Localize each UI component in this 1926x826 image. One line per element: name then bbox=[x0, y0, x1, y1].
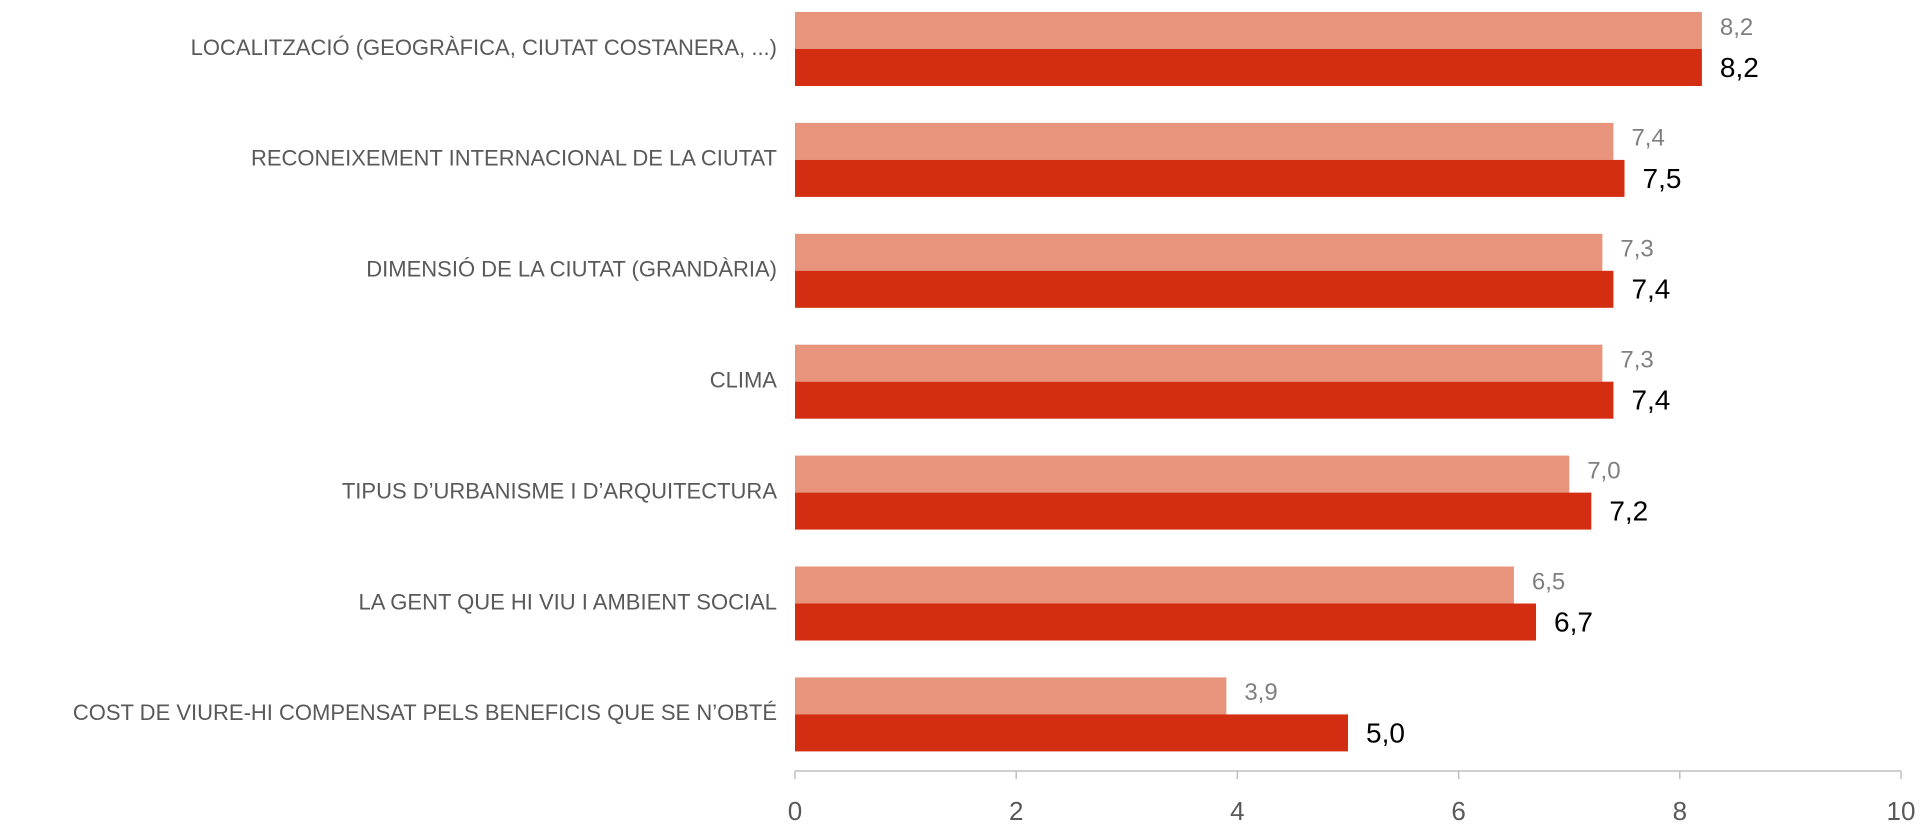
value-label: 3,9 bbox=[1244, 679, 1277, 706]
value-label: 6,5 bbox=[1532, 568, 1565, 595]
value-label: 7,2 bbox=[1609, 495, 1648, 526]
bar bbox=[795, 344, 1603, 382]
value-label: 7,3 bbox=[1620, 347, 1653, 374]
value-label: 6,7 bbox=[1554, 606, 1593, 637]
bar bbox=[795, 49, 1702, 86]
x-tick-label: 4 bbox=[1230, 796, 1244, 826]
bar bbox=[795, 270, 1614, 308]
bar bbox=[795, 159, 1625, 197]
bar bbox=[795, 455, 1570, 493]
x-tick-label: 8 bbox=[1673, 796, 1687, 826]
value-label: 7,4 bbox=[1631, 125, 1664, 152]
bar bbox=[795, 381, 1614, 419]
bar bbox=[795, 233, 1603, 271]
x-tick-label: 10 bbox=[1887, 796, 1916, 826]
value-label: 7,4 bbox=[1631, 385, 1670, 416]
bar bbox=[795, 492, 1592, 530]
category-label: LOCALITZACIÓ (GEOGRÀFICA, CIUTAT COSTANE… bbox=[191, 35, 777, 60]
value-label: 8,2 bbox=[1720, 52, 1759, 83]
bar bbox=[795, 714, 1348, 752]
x-tick-label: 0 bbox=[788, 796, 802, 826]
category-label: LA GENT QUE HI VIU I AMBIENT SOCIAL bbox=[358, 589, 777, 614]
category-label: CLIMA bbox=[710, 368, 778, 393]
category-label: TIPUS D’URBANISME I D’ARQUITECTURA bbox=[342, 478, 777, 503]
category-label: COST DE VIURE-HI COMPENSAT PELS BENEFICI… bbox=[73, 700, 777, 725]
x-tick-label: 2 bbox=[1009, 796, 1023, 826]
value-label: 7,5 bbox=[1643, 163, 1682, 194]
bar bbox=[795, 12, 1702, 49]
value-label: 5,0 bbox=[1366, 717, 1405, 748]
value-label: 8,2 bbox=[1720, 14, 1753, 41]
category-label: RECONEIXEMENT INTERNACIONAL DE LA CIUTAT bbox=[251, 146, 777, 171]
bar bbox=[795, 603, 1537, 641]
bar bbox=[795, 566, 1514, 604]
value-label: 7,4 bbox=[1631, 274, 1670, 305]
x-tick-label: 6 bbox=[1451, 796, 1465, 826]
bar bbox=[795, 677, 1227, 715]
bar bbox=[795, 122, 1614, 160]
category-label: DIMENSIÓ DE LA CIUTAT (GRANDÀRIA) bbox=[366, 257, 777, 282]
value-label: 7,3 bbox=[1620, 236, 1653, 263]
value-label: 7,0 bbox=[1587, 457, 1620, 484]
